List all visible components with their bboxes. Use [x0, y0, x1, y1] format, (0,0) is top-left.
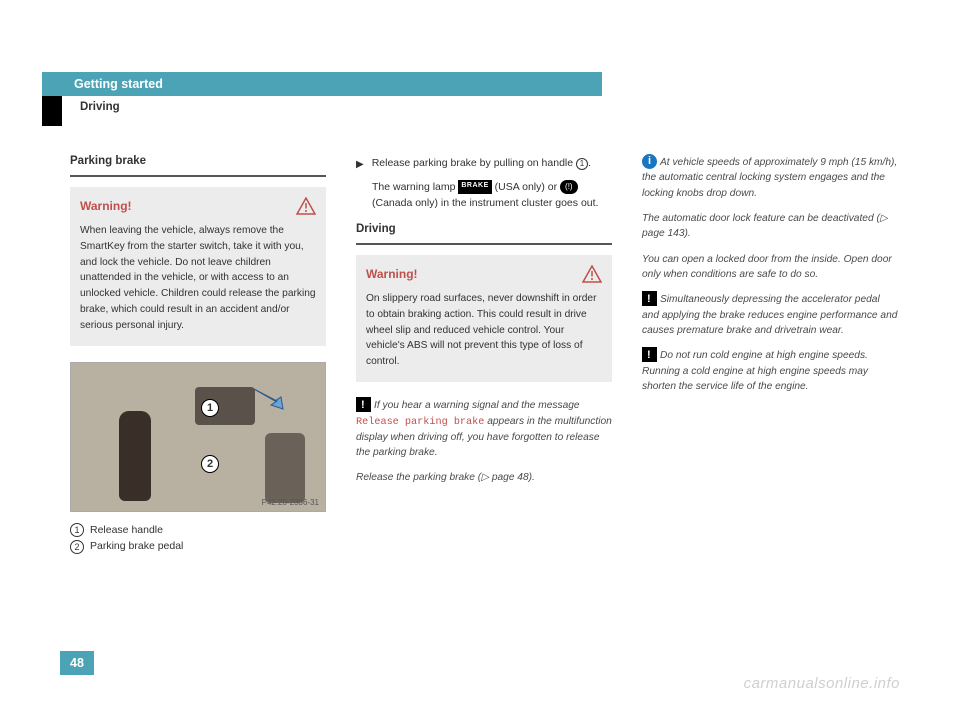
figure-code: P42.20-2336-31 [262, 498, 319, 507]
figure-accel-pedal [265, 433, 305, 503]
legend-num-1: 1 [70, 523, 84, 537]
section-title: Driving [80, 101, 120, 113]
display-message-text: Release parking brake [356, 417, 484, 428]
page-tab-marker [42, 96, 62, 126]
parking-brake-figure: 1 2 P42.20-2336-31 [70, 362, 326, 512]
legend-text-2: Parking brake pedal [90, 538, 183, 555]
note2-text: Simultaneously depressing the accelerato… [642, 294, 897, 336]
content-columns: Parking brake Warning! When leaving the … [70, 155, 900, 555]
parking-brake-heading: Parking brake [70, 155, 326, 167]
brake-lamp-canada-icon: (!) [560, 180, 578, 194]
legend-2: 2 Parking brake pedal [70, 538, 326, 555]
info-note-1: iAt vehicle speeds of approximately 9 mp… [642, 155, 898, 201]
note3-text: Do not run cold engine at high engine sp… [642, 351, 868, 393]
caution-square-icon [642, 347, 657, 362]
figure-callout-2: 2 [201, 455, 219, 473]
warning-header-2: Warning! [366, 265, 602, 283]
caution-note-1: Simultaneously depressing the accelerato… [642, 292, 898, 338]
legend-num-2: 2 [70, 540, 84, 554]
legend-text-1: Release handle [90, 522, 163, 539]
warning-triangle-icon [296, 197, 316, 215]
caution-square-icon [642, 291, 657, 306]
warning-label-2: Warning! [366, 267, 418, 281]
warning-triangle-icon [582, 265, 602, 283]
note-release-brake: If you hear a warning signal and the mes… [356, 398, 612, 460]
indent1c: (Canada only) in the instrument cluster … [372, 197, 598, 209]
note-release-brake-2: Release the parking brake (▷ page 48). [356, 470, 612, 485]
column-2: ▶ Release parking brake by pulling on ha… [356, 155, 612, 555]
warning-body-2: On slippery road surfaces, never downshi… [366, 291, 602, 370]
info-note-2: The automatic door lock feature can be d… [642, 211, 898, 242]
info1-text: At vehicle speeds of approximately 9 mph… [642, 157, 897, 199]
watermark: carmanualsonline.info [744, 675, 900, 692]
warning-label: Warning! [80, 199, 132, 213]
info-circle-icon: i [642, 154, 657, 169]
divider [70, 175, 326, 177]
warning-body-1: When leaving the vehicle, always remove … [80, 223, 316, 334]
figure-pedal [119, 411, 151, 501]
step-text: Release parking brake by pulling on hand… [372, 155, 591, 173]
caution-square-icon [356, 397, 371, 412]
warning-box-1: Warning! When leaving the vehicle, alway… [70, 187, 326, 346]
figure-callout-1: 1 [201, 399, 219, 417]
step-result: The warning lamp BRAKE (USA only) or (!)… [372, 179, 612, 212]
page-number: 48 [60, 651, 94, 675]
warning-header: Warning! [80, 197, 316, 215]
step1-b: . [588, 157, 591, 169]
column-1: Parking brake Warning! When leaving the … [70, 155, 326, 555]
chapter-title: Getting started [74, 77, 163, 91]
driving-heading: Driving [356, 223, 612, 235]
warning-box-2: Warning! On slippery road surfaces, neve… [356, 255, 612, 382]
column-3: iAt vehicle speeds of approximately 9 mp… [642, 155, 898, 555]
step-marker-icon: ▶ [356, 157, 364, 173]
step-release-brake: ▶ Release parking brake by pulling on ha… [356, 155, 612, 173]
chapter-header-bar: Getting started [42, 72, 602, 96]
legend-1: 1 Release handle [70, 522, 326, 539]
divider [356, 243, 612, 245]
brake-lamp-icon: BRAKE [458, 180, 491, 194]
step1-circle: 1 [576, 158, 588, 170]
step1-a: Release parking brake by pulling on hand… [372, 157, 576, 169]
note1a: If you hear a warning signal and the mes… [374, 400, 580, 411]
caution-note-2: Do not run cold engine at high engine sp… [642, 348, 898, 394]
figure-arrow-icon [249, 381, 289, 414]
info-note-3: You can open a locked door from the insi… [642, 252, 898, 283]
indent1a: The warning lamp [372, 181, 458, 193]
indent1b: (USA only) or [492, 181, 560, 193]
